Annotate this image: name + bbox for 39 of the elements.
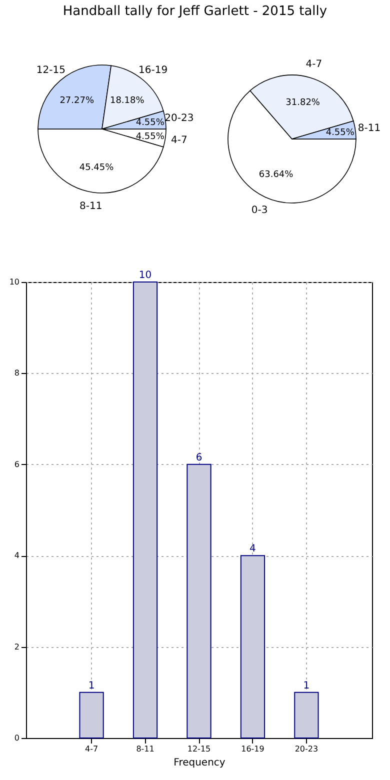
slice-label: 12-15 [36,65,66,76]
data-label: 27.27% [60,96,94,106]
slice-label: 8-11 [358,122,381,134]
y-tick-label: 2 [14,642,20,652]
data-label: 1 [303,680,310,692]
slice-label: 8-11 [80,201,102,212]
bar [79,692,104,738]
data-label: 4.55% [326,128,355,138]
data-label: 4.55% [136,132,165,142]
x-tick-label: 20-23 [294,744,318,754]
slice-label: 0-3 [251,204,268,216]
data-label: 10 [138,270,152,281]
x-tick-label: 16-19 [241,744,264,754]
y-tick-label: 0 [14,734,20,742]
x-axis-title: Frequency [174,758,226,768]
data-label: 18.18% [110,96,145,106]
slice-label: 20-23 [164,112,194,124]
x-tick-label: 12-15 [187,744,211,754]
data-label: 63.64% [258,170,294,180]
slice-label: 16-19 [138,65,168,76]
data-label: 1 [88,680,95,692]
data-label: 4.55% [136,118,165,128]
bar [132,282,158,738]
x-tick-label: 4-7 [85,744,98,754]
data-label: 4 [250,544,256,555]
slice-label: 4-7 [306,59,322,70]
chart-title: Handball tally for Jeff Garlett - 2015 tally [62,4,328,19]
bar [186,464,212,738]
data-label: 45.45% [79,163,114,174]
bar [240,555,266,738]
data-label: 6 [196,452,202,464]
bar [294,692,319,738]
y-tick-label: 8 [14,368,20,378]
data-label: 31.82% [286,98,320,108]
y-tick-label: 6 [14,460,20,469]
slice-label: 4-7 [171,135,188,146]
y-tick-label: 4 [14,551,20,560]
x-tick-label: 8-11 [136,744,154,754]
y-tick-label: 10 [9,278,20,286]
